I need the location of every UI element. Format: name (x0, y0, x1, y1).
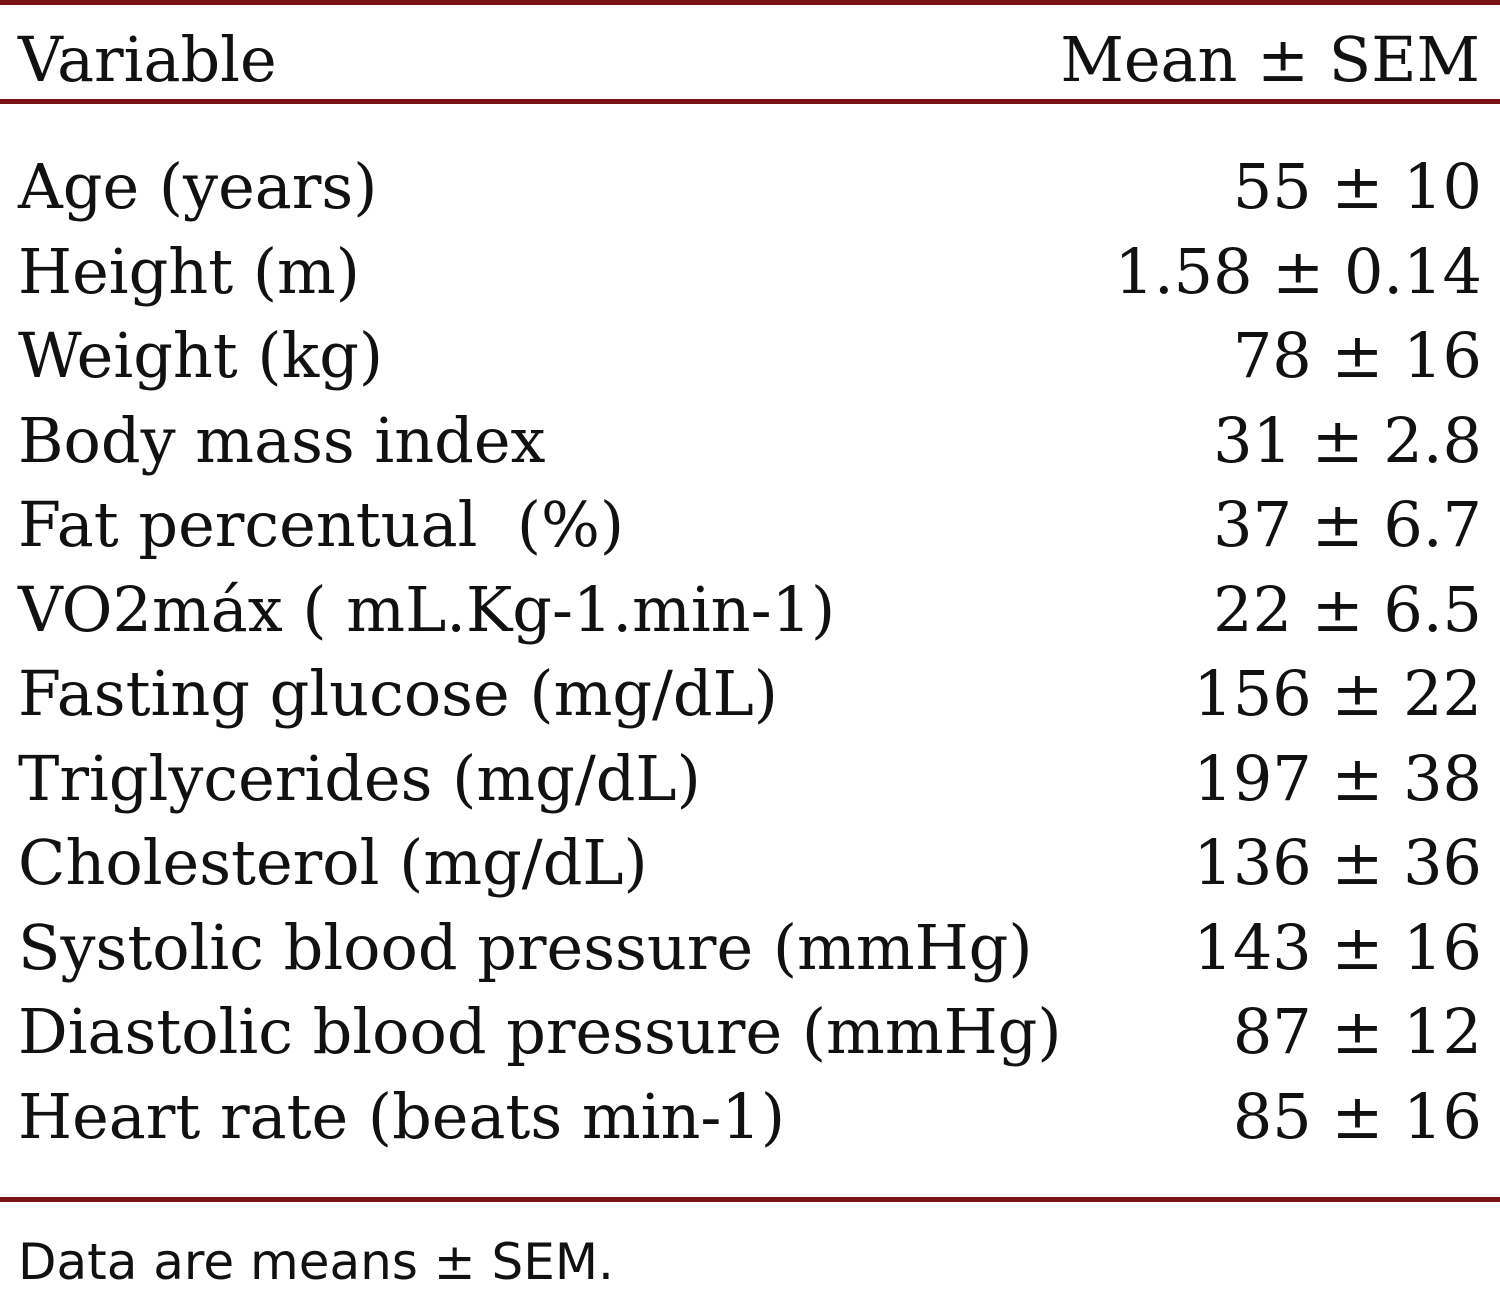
table-row: VO2máx ( mL.Kg-1.min-1) 22 ± 6.5 (0, 573, 1500, 658)
header-mean-sem: Mean ± SEM (1060, 23, 1480, 96)
header-variable: Variable (18, 23, 277, 96)
row-variable: Cholesterol (mg/dL) (18, 826, 648, 899)
row-variable: Fasting glucose (mg/dL) (18, 657, 778, 730)
row-value: 31 ± 2.8 (1213, 403, 1482, 477)
row-variable: Weight (kg) (18, 319, 384, 392)
table-row: Height (m) 1.58 ± 0.14 (0, 235, 1500, 320)
row-value: 37 ± 6.7 (1213, 488, 1482, 561)
row-variable: Fat percentual (%) (18, 488, 625, 561)
table-row: Systolic blood pressure (mmHg) 143 ± 16 (0, 911, 1500, 996)
table-row: Body mass index 31 ± 2.8 (0, 404, 1500, 489)
row-value: 55 ± 10 (1232, 150, 1482, 223)
row-value: 78 ± 16 (1232, 319, 1482, 392)
row-value: 136 ± 36 (1193, 826, 1482, 899)
row-variable: Systolic blood pressure (mmHg) (18, 910, 1033, 984)
table-top-rule (0, 0, 1500, 5)
row-variable: VO2máx ( mL.Kg-1.min-1) (18, 572, 836, 646)
row-value: 156 ± 22 (1193, 657, 1482, 730)
row-variable: Age (years) (18, 150, 378, 223)
table-row: Triglycerides (mg/dL) 197 ± 38 (0, 742, 1500, 827)
row-variable: Triglycerides (mg/dL) (18, 741, 701, 815)
row-value: 1.58 ± 0.14 (1114, 234, 1482, 308)
row-value: 87 ± 12 (1232, 995, 1482, 1068)
row-variable: Height (m) (18, 234, 360, 308)
row-value: 85 ± 16 (1232, 1079, 1482, 1153)
table-bottom-rule (0, 1197, 1500, 1202)
table-row: Fasting glucose (mg/dL) 156 ± 22 (0, 657, 1500, 742)
row-value: 197 ± 38 (1193, 741, 1482, 815)
header-bottom-rule (0, 99, 1500, 104)
row-variable: Heart rate (beats min-1) (18, 1079, 786, 1153)
row-value: 22 ± 6.5 (1213, 572, 1482, 646)
table-body: Age (years) 55 ± 10 Height (m) 1.58 ± 0.… (0, 150, 1500, 1164)
table-row: Fat percentual (%) 37 ± 6.7 (0, 488, 1500, 573)
table-row: Diastolic blood pressure (mmHg) 87 ± 12 (0, 995, 1500, 1080)
table-footnote: Data are means ± SEM. (18, 1233, 614, 1291)
table-row: Weight (kg) 78 ± 16 (0, 319, 1500, 404)
table-header: Variable Mean ± SEM (0, 24, 1500, 96)
table-row: Cholesterol (mg/dL) 136 ± 36 (0, 826, 1500, 911)
row-variable: Body mass index (18, 403, 546, 477)
table-row: Heart rate (beats min-1) 85 ± 16 (0, 1080, 1500, 1165)
table-row: Age (years) 55 ± 10 (0, 150, 1500, 235)
row-variable: Diastolic blood pressure (mmHg) (18, 995, 1062, 1068)
row-value: 143 ± 16 (1193, 910, 1482, 984)
